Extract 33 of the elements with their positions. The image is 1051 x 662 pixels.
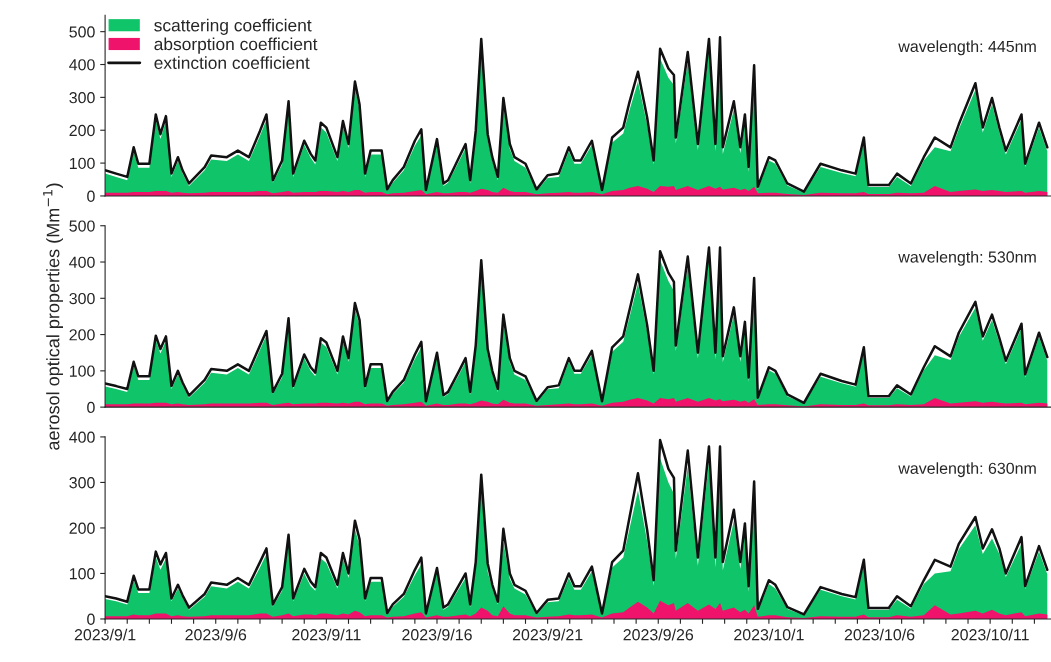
legend-label: absorption coefficient: [154, 37, 318, 54]
x-tick-label: 2023/10/11: [951, 628, 1029, 641]
y-tick-label: 400: [69, 256, 95, 268]
legend-label: scattering coefficient: [154, 18, 312, 35]
y-tick-label: 100: [69, 157, 95, 170]
x-tick-label: 2023/9/11: [292, 628, 361, 641]
x-tick-label: 2023/9/16: [402, 628, 472, 641]
y-tick-label: 100: [69, 568, 95, 580]
annotation: wavelength: 630nm: [898, 462, 1036, 478]
y-tick-label: 500: [69, 220, 95, 232]
y-tick-label: 200: [69, 124, 95, 137]
y-tick-label: 400: [69, 59, 95, 71]
y-tick-label: 200: [69, 329, 95, 341]
x-tick-label: 2023/10/1: [734, 628, 804, 641]
y-tick-label: 300: [69, 92, 95, 104]
y-tick-label: 0: [87, 401, 95, 414]
y-tick-label: 400: [69, 431, 95, 443]
x-tick-label: 2023/10/6: [844, 628, 915, 641]
legend-label: extinction coefficient: [154, 56, 310, 70]
y-tick-label: 0: [87, 613, 95, 625]
x-tick-label: 2023/9/21: [512, 628, 583, 641]
y-tick-label: 500: [69, 26, 95, 38]
y-tick-label: 200: [69, 522, 95, 534]
y-tick-label: 100: [69, 365, 95, 377]
x-tick-label: 2023/9/6: [185, 628, 247, 641]
y-axis-title: aerosol optical properties (Mm$^{−1}$): [43, 183, 64, 450]
annotation: wavelength: 445nm: [898, 40, 1036, 56]
y-tick-label: 300: [69, 292, 95, 305]
x-tick-label: 2023/9/1: [74, 628, 136, 641]
annotation: wavelength: 530nm: [898, 250, 1036, 266]
x-tick-label: 2023/9/26: [623, 628, 694, 641]
y-tick-label: 0: [87, 190, 95, 202]
y-tick-label: 300: [69, 477, 95, 489]
